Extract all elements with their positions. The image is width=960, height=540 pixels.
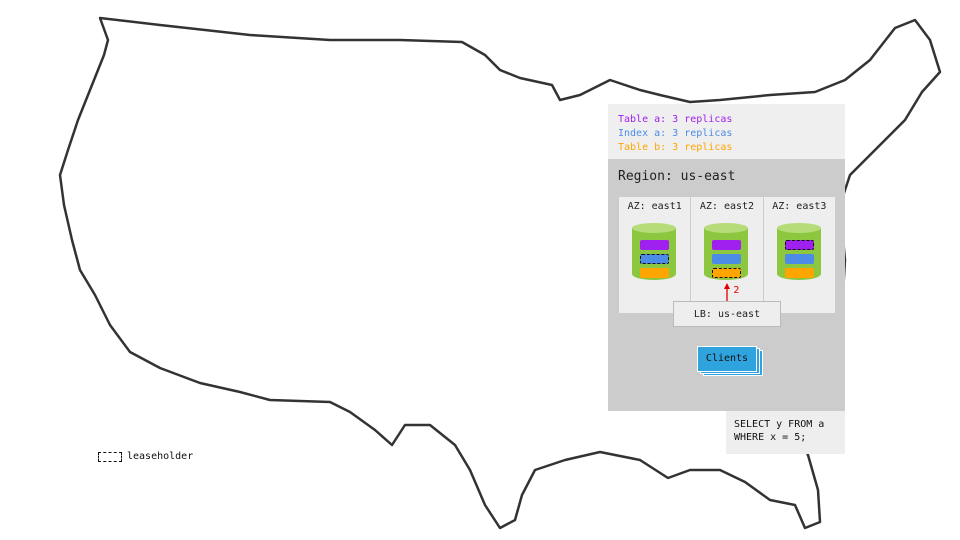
dashed-box-icon (98, 451, 122, 462)
replica-legend: Table a: 3 replicas Index a: 3 replicas … (608, 104, 845, 160)
arrow-icon (724, 283, 731, 301)
arrow-step-label: 2 (733, 285, 740, 296)
replica-index-a (784, 254, 814, 264)
replica-table-b (784, 268, 814, 278)
replica-index-a (712, 254, 742, 264)
replica-index-a-leaseholder (640, 254, 669, 264)
node-icon (704, 223, 749, 285)
az-east1: AZ: east1 (619, 197, 692, 313)
az-east2: AZ: east2 2 (691, 197, 764, 313)
legend-table-b: Table b: 3 replicas (618, 142, 733, 153)
query-line: SELECT y FROM a (734, 419, 825, 430)
node-icon (632, 223, 676, 285)
replica-table-a (712, 240, 742, 250)
replica-table-b-leaseholder (712, 268, 742, 278)
load-balancer: LB: us-east (673, 301, 781, 327)
clients: Clients (697, 346, 763, 376)
az-label: AZ: east3 (772, 201, 827, 212)
az-east3: AZ: east3 (764, 197, 835, 313)
node-icon (776, 223, 821, 285)
az-label: AZ: east1 (627, 201, 682, 212)
az-label: AZ: east2 (699, 201, 755, 212)
replica-table-b (640, 268, 669, 278)
sql-query: SELECT y FROM a WHERE x = 5; (726, 411, 845, 454)
replica-table-a-leaseholder (784, 240, 814, 250)
legend-index-a: Index a: 3 replicas (618, 128, 733, 139)
query-line: WHERE x = 5; (734, 432, 807, 443)
region-title: Region: us-east (618, 169, 736, 184)
region-us-east: Region: us-east AZ: east1 AZ: east2 2 AZ… (608, 159, 845, 411)
replica-table-a (640, 240, 669, 250)
availability-zones: AZ: east1 AZ: east2 2 AZ: east3 (619, 197, 835, 313)
leaseholder-key: leaseholder (98, 451, 193, 462)
legend-table-a: Table a: 3 replicas (618, 114, 733, 125)
leaseholder-label: leaseholder (127, 451, 194, 462)
clients-label: Clients (697, 346, 757, 372)
